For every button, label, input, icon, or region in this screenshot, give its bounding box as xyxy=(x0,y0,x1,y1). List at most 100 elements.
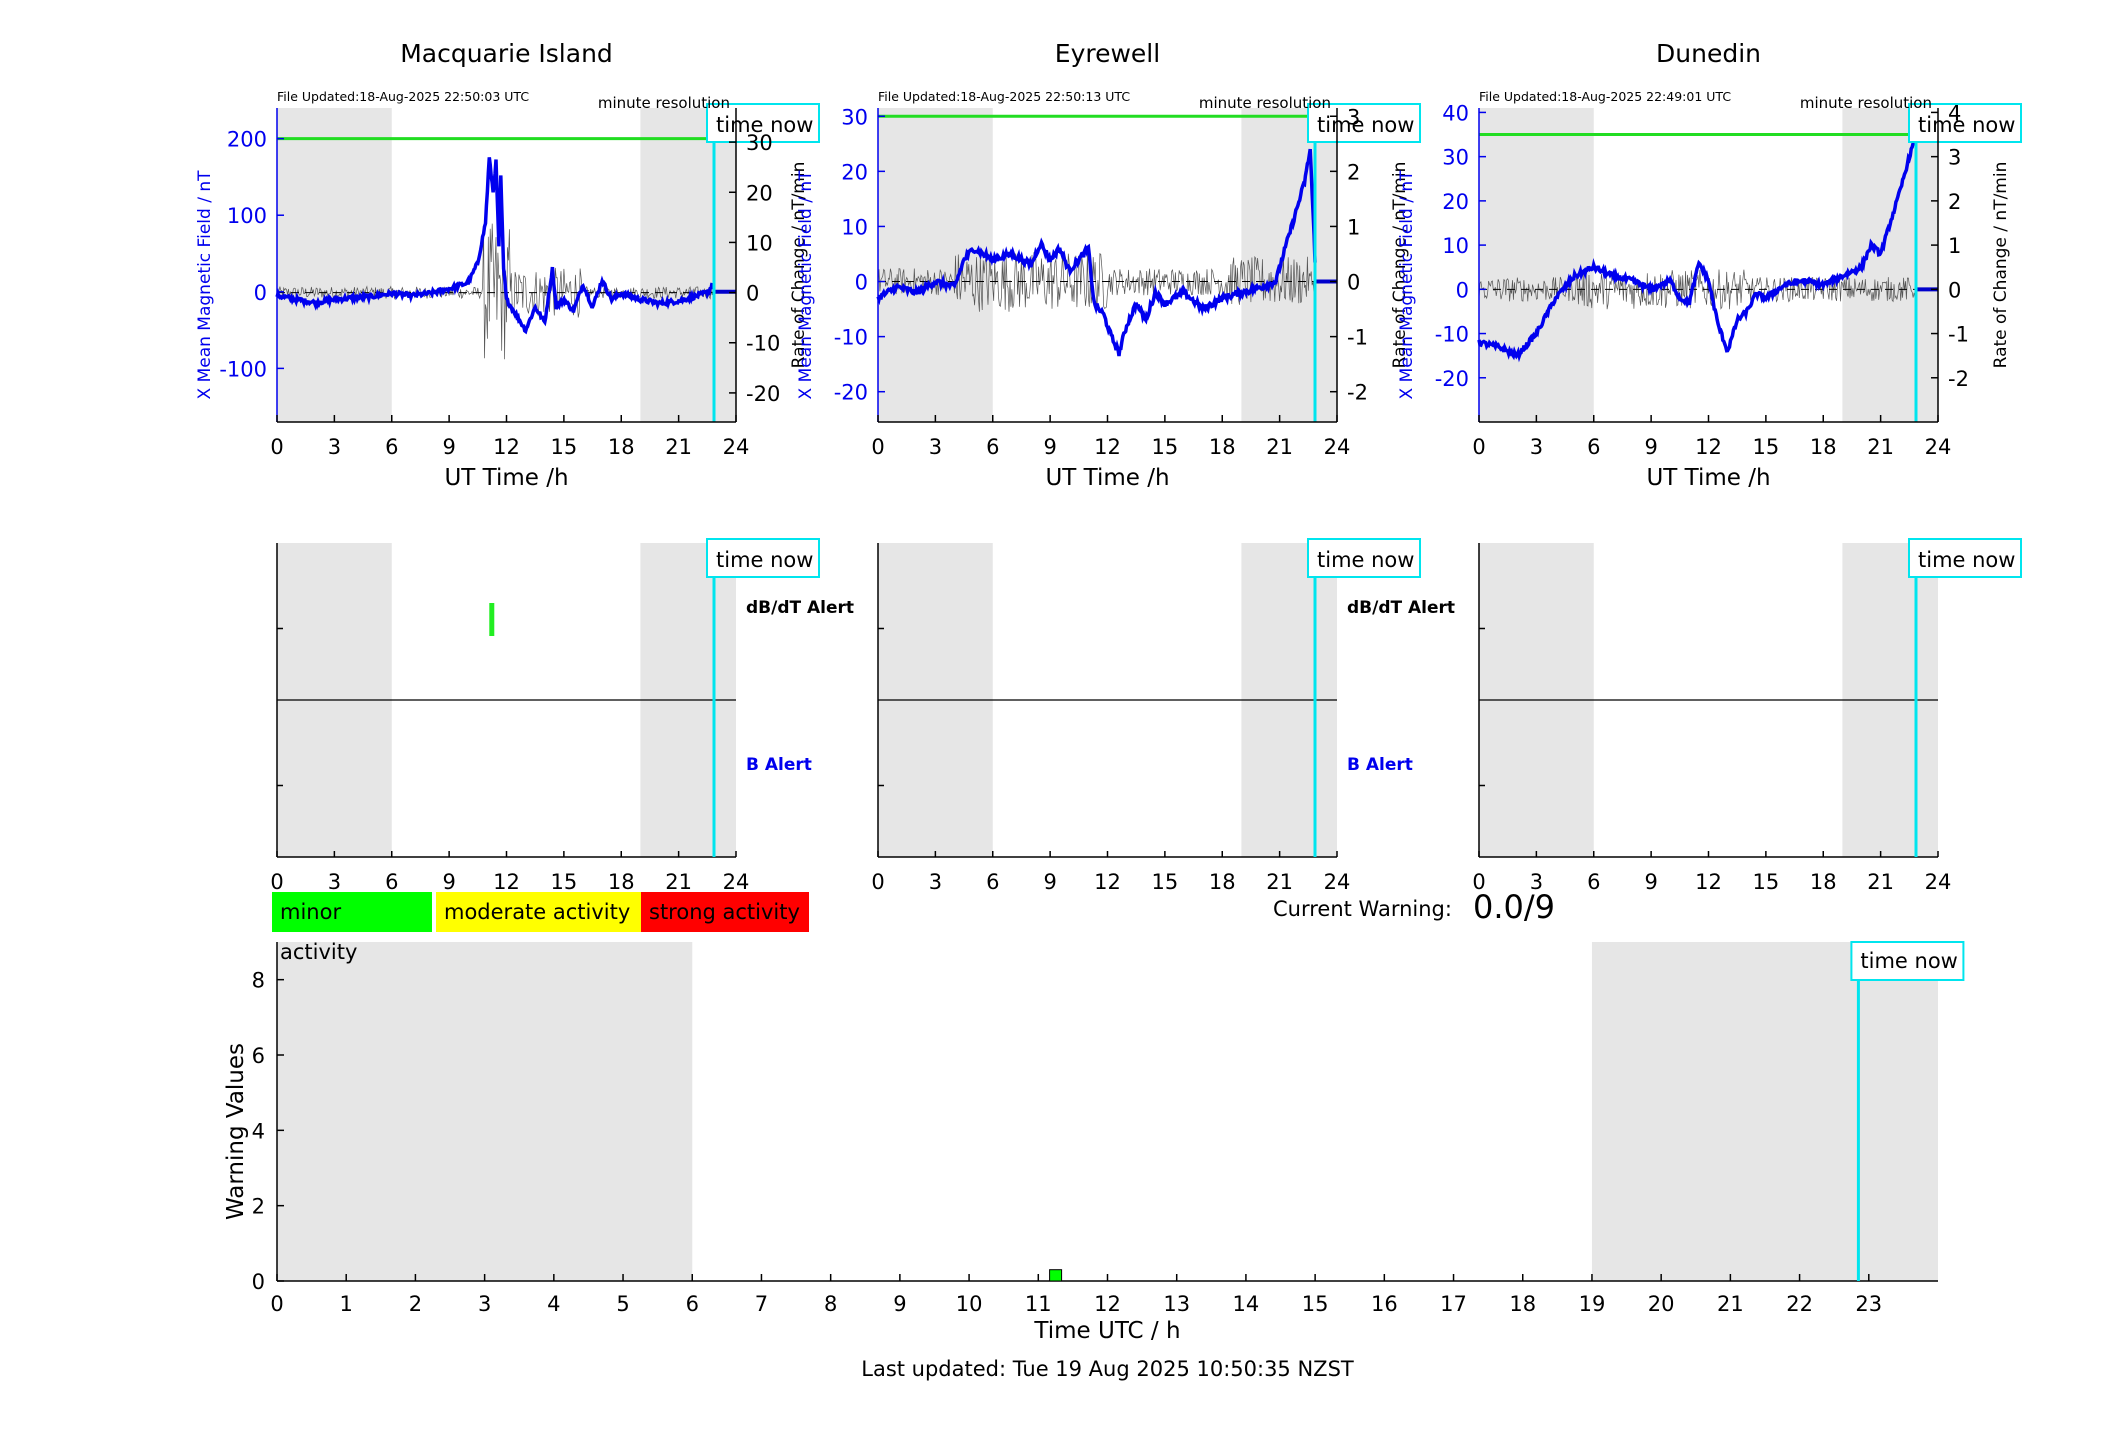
time-now-label: time now xyxy=(1918,548,2015,572)
alert-x-tick-label: 15 xyxy=(551,870,578,894)
rate-of-change-series xyxy=(1478,269,1916,310)
left-tick-label: -10 xyxy=(834,326,868,350)
right-tick-label: 30 xyxy=(746,131,773,155)
alert-x-tick-label: 18 xyxy=(1810,870,1837,894)
alert-x-tick-label: 0 xyxy=(1472,870,1485,894)
left-axis-label: X Mean Magnetic Field / nT xyxy=(1397,170,1417,400)
station-title: Macquarie Island xyxy=(400,39,613,68)
x-axis-label: UT Time /h xyxy=(444,465,568,491)
right-tick-label: 0 xyxy=(746,282,759,306)
activity-legend: minor activity moderate activity strong … xyxy=(272,892,809,964)
last-updated: Last updated: Tue 19 Aug 2025 10:50:35 N… xyxy=(861,1357,1354,1381)
alert-x-tick-label: 3 xyxy=(1530,870,1543,894)
right-axis-label: Rate of Change / nT/min xyxy=(1991,162,2011,369)
right-tick-label: 0 xyxy=(1347,271,1360,295)
left-tick-label: 10 xyxy=(1442,234,1469,258)
x-tick-label: 0 xyxy=(270,435,283,459)
right-tick-label: 0 xyxy=(1948,278,1961,302)
right-tick-label: 2 xyxy=(1948,190,1961,214)
magnetic-field-series xyxy=(876,148,1317,357)
warning-x-tick-label: 2 xyxy=(409,1292,422,1316)
x-tick-label: 15 xyxy=(1152,435,1179,459)
legend-strong: strong activity xyxy=(641,892,809,932)
right-tick-label: 4 xyxy=(1948,101,1961,125)
warning-x-tick-label: 19 xyxy=(1579,1292,1606,1316)
alert-x-tick-label: 18 xyxy=(608,870,635,894)
x-tick-label: 18 xyxy=(1810,435,1837,459)
right-tick-label: -1 xyxy=(1347,326,1368,350)
alert-x-tick-label: 24 xyxy=(723,870,750,894)
alert-x-tick-label: 21 xyxy=(1867,870,1894,894)
warning-x-tick-label: 18 xyxy=(1509,1292,1536,1316)
right-tick-label: -2 xyxy=(1347,381,1368,405)
left-tick-label: -20 xyxy=(1435,367,1469,391)
b-alert-label: B Alert xyxy=(746,755,812,775)
alert-x-tick-label: 24 xyxy=(1925,870,1952,894)
resolution-label: minute resolution xyxy=(1800,94,1932,112)
x-tick-label: 15 xyxy=(551,435,578,459)
x-tick-label: 9 xyxy=(442,435,455,459)
left-tick-label: 40 xyxy=(1442,101,1469,125)
night-band xyxy=(1842,108,1938,422)
right-tick-label: 10 xyxy=(746,231,773,255)
alert-x-tick-label: 24 xyxy=(1324,870,1351,894)
warning-x-tick-label: 15 xyxy=(1302,1292,1329,1316)
left-tick-label: 30 xyxy=(1442,146,1469,170)
alert-x-tick-label: 6 xyxy=(385,870,398,894)
warning-x-label: Time UTC / h xyxy=(1033,1318,1180,1344)
right-tick-label: -10 xyxy=(746,332,780,356)
x-tick-label: 9 xyxy=(1043,435,1056,459)
x-tick-label: 3 xyxy=(929,435,942,459)
x-tick-label: 12 xyxy=(493,435,520,459)
magnetic-field-series xyxy=(275,157,714,335)
left-tick-label: 20 xyxy=(1442,190,1469,214)
warning-x-tick-label: 8 xyxy=(824,1292,837,1316)
x-tick-label: 6 xyxy=(986,435,999,459)
warning-x-tick-label: 4 xyxy=(547,1292,560,1316)
x-tick-label: 24 xyxy=(1925,435,1952,459)
warning-x-tick-label: 7 xyxy=(755,1292,768,1316)
warning-x-tick-label: 12 xyxy=(1094,1292,1121,1316)
alert-x-tick-label: 0 xyxy=(270,870,283,894)
time-now-label: time now xyxy=(1860,949,1957,973)
x-tick-label: 21 xyxy=(1867,435,1894,459)
left-tick-label: 20 xyxy=(841,160,868,184)
warning-x-tick-label: 20 xyxy=(1648,1292,1675,1316)
night-band xyxy=(277,942,693,1281)
alert-x-tick-label: 9 xyxy=(442,870,455,894)
night-band xyxy=(1591,942,1938,1281)
magnetic-field-series xyxy=(1477,138,1916,363)
time-now-box xyxy=(706,538,821,578)
time-now-label: time now xyxy=(1317,548,1414,572)
alert-x-tick-label: 15 xyxy=(1753,870,1780,894)
night-band xyxy=(878,108,993,422)
left-tick-label: -20 xyxy=(834,381,868,405)
warning-y-tick-label: 2 xyxy=(252,1195,265,1219)
right-tick-label: 20 xyxy=(746,181,773,205)
x-tick-label: 9 xyxy=(1644,435,1657,459)
x-tick-label: 18 xyxy=(1209,435,1236,459)
right-tick-label: 1 xyxy=(1347,215,1360,239)
x-tick-label: 24 xyxy=(723,435,750,459)
time-now-box xyxy=(1850,941,1965,981)
warning-x-tick-label: 10 xyxy=(956,1292,983,1316)
x-tick-label: 21 xyxy=(665,435,692,459)
night-band xyxy=(277,108,392,422)
file-updated: File Updated:18-Aug-2025 22:50:03 UTC xyxy=(277,89,529,104)
right-tick-label: 1 xyxy=(1948,234,1961,258)
warning-x-tick-label: 6 xyxy=(686,1292,699,1316)
left-tick-label: 10 xyxy=(841,215,868,239)
alert-x-tick-label: 12 xyxy=(1695,870,1722,894)
current-warning-value: 0.0/9 xyxy=(1473,888,1556,926)
warning-x-tick-label: 16 xyxy=(1371,1292,1398,1316)
x-axis-label: UT Time /h xyxy=(1646,465,1770,491)
alert-x-tick-label: 9 xyxy=(1043,870,1056,894)
x-tick-label: 3 xyxy=(1530,435,1543,459)
x-axis-label: UT Time /h xyxy=(1045,465,1169,491)
current-warning-label: Current Warning: xyxy=(1273,897,1452,921)
alert-x-tick-label: 21 xyxy=(1266,870,1293,894)
x-tick-label: 21 xyxy=(1266,435,1293,459)
